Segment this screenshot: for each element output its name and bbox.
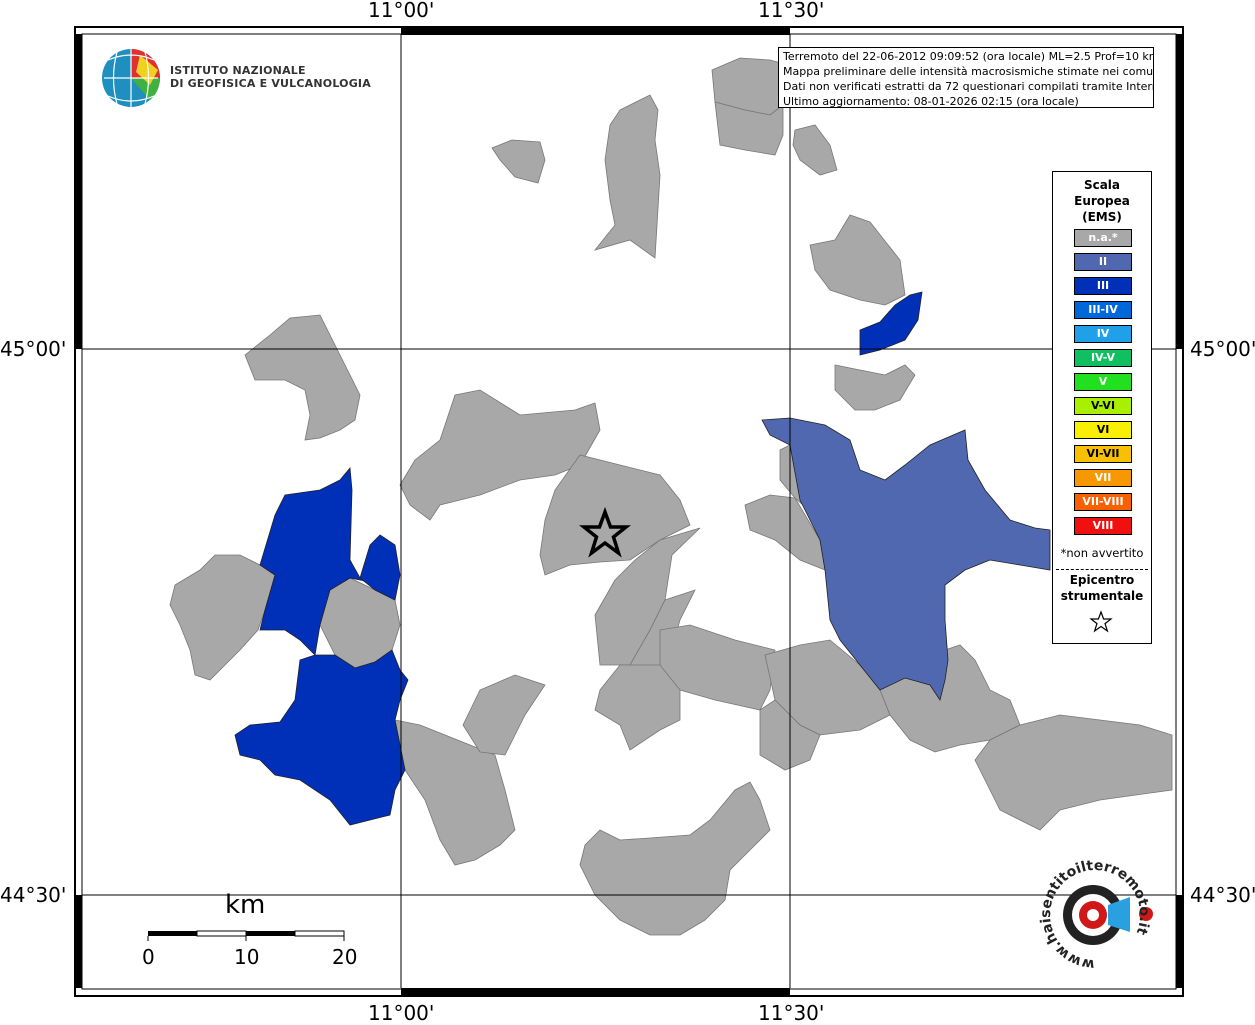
municipality-south-1 xyxy=(394,719,516,866)
event-info-box: Terremoto del 22-06-2012 09:09:52 (ora l… xyxy=(778,47,1154,108)
frame-bar-left-2 xyxy=(75,895,82,988)
haisentito-watermark-text: www.haisentitoilterremoto.it xyxy=(1038,858,1152,973)
lon-label-bottom-11-00: 11°00' xyxy=(368,1001,435,1025)
haisentito-watermark: www.haisentitoilterremoto.it xyxy=(1038,858,1152,973)
scale-bar-unit: km xyxy=(225,890,266,920)
municipality-west-1 xyxy=(244,314,361,441)
event-info-line-3: Dati non verificati estratti da 72 quest… xyxy=(783,80,1154,93)
lon-label-top-11-00: 11°00' xyxy=(368,0,435,22)
legend-star-icon xyxy=(1089,610,1113,633)
legend-swatch-7: V-VI xyxy=(1074,397,1132,415)
municipality-north-2 xyxy=(491,139,546,184)
legend-swatch-12: VIII xyxy=(1074,517,1132,535)
municipality-north-1 xyxy=(593,94,661,259)
municipality-east-2 xyxy=(974,714,1173,831)
svg-text:www.haisentitoilterremoto.it: www.haisentitoilterremoto.it xyxy=(1038,858,1152,973)
legend-swatch-5: IV-V xyxy=(1074,349,1132,367)
legend-swatch-4: IV xyxy=(1074,325,1132,343)
legend-title: Scala Europea (EMS) xyxy=(1053,177,1151,225)
event-info-line-4: Ultimo aggiornamento: 08-01-2026 02:15 (… xyxy=(783,95,1079,108)
haisentito-logo-icon xyxy=(1063,885,1153,945)
legend-separator xyxy=(1056,569,1148,570)
ingv-line-2: DI GEOFISICA E VULCANOLOGIA xyxy=(170,77,371,90)
legend-swatch-3: III-IV xyxy=(1074,301,1132,319)
frame-bar-top xyxy=(401,27,790,35)
municipality-sw-1 xyxy=(169,554,276,681)
frame-bar-right-1 xyxy=(1176,34,1183,349)
frame-bar-bottom xyxy=(401,988,790,996)
legend-title-line-2: Europea xyxy=(1074,194,1130,208)
lon-label-bottom-11-30: 11°30' xyxy=(758,1001,825,1025)
ingv-line-1: ISTITUTO NAZIONALE xyxy=(170,64,306,77)
ems-legend: Scala Europea (EMS) n.a.* II III III-IV IV IV… xyxy=(1052,171,1152,644)
legend-swatch-8: VI xyxy=(1074,421,1132,439)
ingv-logo-icon xyxy=(102,49,161,107)
legend-title-line-3: (EMS) xyxy=(1082,210,1122,224)
lat-label-left-45-00: 45°00' xyxy=(0,337,67,361)
epicentre-star-icon xyxy=(579,506,631,558)
frame-bar-left-1 xyxy=(75,34,82,349)
municipality-epicentre xyxy=(539,454,691,576)
municipality-south-2 xyxy=(462,674,546,756)
lat-label-right-45-00: 45°00' xyxy=(1190,337,1255,361)
legend-swatch-2: III xyxy=(1074,277,1132,295)
scale-bar-tick-0: 0 xyxy=(142,945,155,969)
event-info-line-1: Terremoto del 22-06-2012 09:09:52 (ora l… xyxy=(783,50,1154,63)
legend-epicentre-label: Epicentro strumentale xyxy=(1053,572,1151,604)
municipality-ems-iii-3 xyxy=(234,649,409,826)
lat-label-right-44-30: 44°30' xyxy=(1190,883,1255,907)
legend-swatch-6: V xyxy=(1074,373,1132,391)
municipality-ems-iii-1 xyxy=(259,467,371,656)
municipality-ne-2 xyxy=(834,364,916,411)
scale-bar-tick-20: 20 xyxy=(332,945,358,969)
event-info-line-2: Mappa preliminare delle intensità macros… xyxy=(783,65,1154,78)
municipality-south-3 xyxy=(579,781,771,936)
legend-epicentre-line-2: strumentale xyxy=(1060,589,1144,603)
legend-epicentre-line-1: Epicentro xyxy=(1069,573,1135,587)
scale-bar xyxy=(147,930,345,941)
lon-label-top-11-30: 11°30' xyxy=(758,0,825,22)
municipality-ems-iii-2 xyxy=(359,534,401,601)
municipality-ems-iii-4 xyxy=(859,291,923,356)
municipality-ems-ii xyxy=(761,417,1051,701)
municipality-centre-5 xyxy=(594,664,681,751)
frame-bar-right-2 xyxy=(1176,895,1183,988)
ingv-logo-text: ISTITUTO NAZIONALE DI GEOFISICA E VULCAN… xyxy=(170,64,371,90)
municipality-ne-1 xyxy=(809,214,906,306)
legend-swatch-1: II xyxy=(1074,253,1132,271)
legend-title-line-1: Scala xyxy=(1083,178,1121,192)
municipality-centre-nw xyxy=(399,389,601,521)
municipality-north-5 xyxy=(792,124,838,176)
legend-swatch-10: VII xyxy=(1074,469,1132,487)
legend-swatch-11: VII-VIII xyxy=(1074,493,1132,511)
legend-note: *non avvertito xyxy=(1060,546,1144,560)
legend-swatch-0: n.a.* xyxy=(1074,229,1132,247)
municipality-north-4 xyxy=(714,101,784,156)
scale-bar-tick-10: 10 xyxy=(234,945,260,969)
legend-swatch-9: VI-VII xyxy=(1074,445,1132,463)
lat-label-left-44-30: 44°30' xyxy=(0,883,67,907)
